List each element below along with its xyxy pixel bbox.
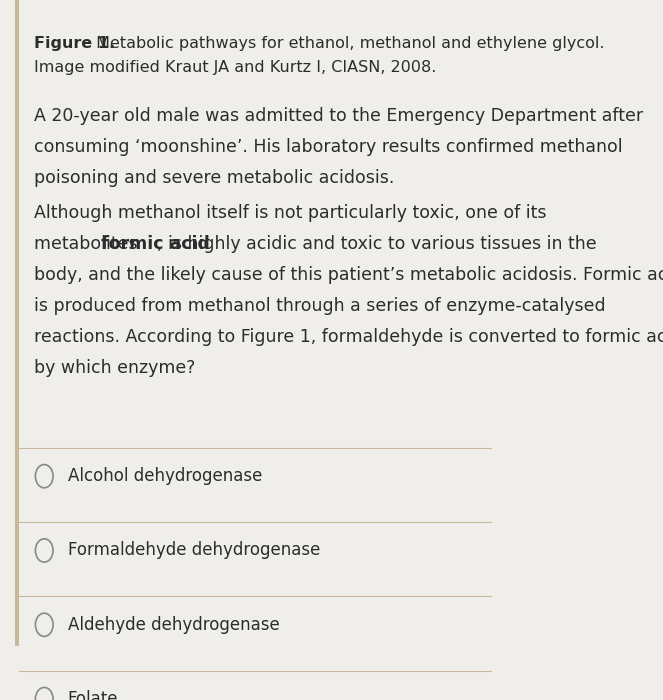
Text: formic acid: formic acid	[101, 234, 210, 253]
Text: is produced from methanol through a series of enzyme-catalysed: is produced from methanol through a seri…	[34, 297, 606, 314]
Text: metabolites: metabolites	[34, 234, 143, 253]
Text: Aldehyde dehydrogenase: Aldehyde dehydrogenase	[68, 616, 280, 634]
Text: Folate: Folate	[68, 690, 118, 700]
Text: A 20-year old male was admitted to the Emergency Department after: A 20-year old male was admitted to the E…	[34, 106, 644, 125]
Text: consuming ‘moonshine’. His laboratory results confirmed methanol: consuming ‘moonshine’. His laboratory re…	[34, 138, 623, 155]
Text: Formaldehyde dehydrogenase: Formaldehyde dehydrogenase	[68, 542, 320, 559]
Text: poisoning and severe metabolic acidosis.: poisoning and severe metabolic acidosis.	[34, 169, 394, 187]
Text: , is highly acidic and toxic to various tissues in the: , is highly acidic and toxic to various …	[157, 234, 597, 253]
Text: reactions. According to Figure 1, formaldehyde is converted to formic acid: reactions. According to Figure 1, formal…	[34, 328, 663, 346]
Text: Figure 1.: Figure 1.	[34, 36, 115, 50]
Text: by which enzyme?: by which enzyme?	[34, 358, 196, 377]
Bar	[15, 0, 19, 646]
Text: Image modified Kraut JA and Kurtz I, CIASN, 2008.: Image modified Kraut JA and Kurtz I, CIA…	[34, 60, 437, 75]
Text: Although methanol itself is not particularly toxic, one of its: Although methanol itself is not particul…	[34, 204, 547, 221]
Text: body, and the likely cause of this patient’s metabolic acidosis. Formic acid: body, and the likely cause of this patie…	[34, 265, 663, 284]
Text: Metabolic pathways for ethanol, methanol and ethylene glycol.: Metabolic pathways for ethanol, methanol…	[91, 36, 605, 50]
Text: Alcohol dehydrogenase: Alcohol dehydrogenase	[68, 467, 262, 485]
